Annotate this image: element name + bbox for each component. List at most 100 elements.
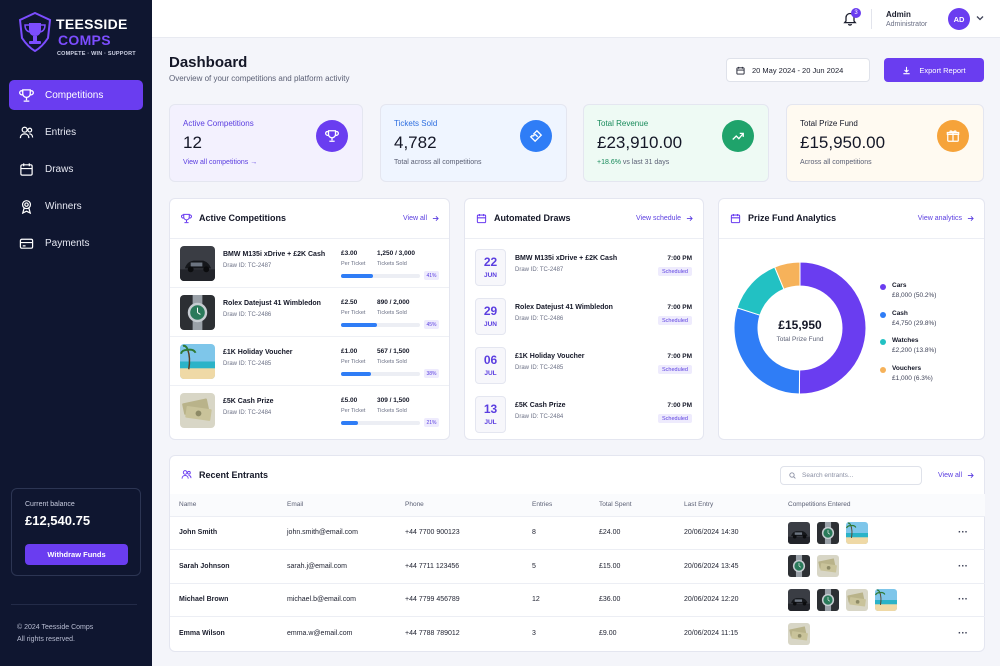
sidebar-item-payments[interactable]: Payments <box>9 228 143 258</box>
cell-entries: 3 <box>532 630 536 637</box>
stat-card-total-revenue: Total Revenue £23,910.00 +18.6% vs last … <box>583 104 769 182</box>
column-header: Phone <box>396 494 523 517</box>
search-entrants-input[interactable]: Search entrants... <box>780 466 922 485</box>
sidebar-item-label: Winners <box>45 200 82 212</box>
cell-last: 20/06/2024 14:30 <box>675 516 779 550</box>
calendar-icon <box>736 66 745 75</box>
brand-logo[interactable]: TEESSIDE COMPS COMPETE · WIN · SUPPORT <box>18 12 143 62</box>
cell-competitions <box>779 617 949 651</box>
draw-id: Draw ID: TC-2484 <box>515 414 564 420</box>
cell-email: sarah.j@email.com <box>278 549 396 584</box>
legend-swatch <box>880 311 886 318</box>
more-options-icon[interactable]: ··· <box>958 628 968 639</box>
view-analytics-link[interactable]: View analytics <box>918 215 974 222</box>
view-schedule-label: View schedule <box>635 215 681 222</box>
export-report-button[interactable]: Export Report <box>884 58 984 82</box>
cell-spent: £9.00 <box>599 630 617 637</box>
arrow-right-icon <box>967 216 974 221</box>
avatar[interactable]: AD <box>948 8 970 30</box>
entrants-table: Name Email Phone Entries Total Spent Las… <box>170 494 985 650</box>
view-all-competitions-link[interactable]: View all competitions → <box>183 159 349 166</box>
ticket-price-label: Per Ticket <box>341 261 366 267</box>
draw-id: Draw ID: TC-2486 <box>223 312 272 318</box>
withdraw-funds-button[interactable]: Withdraw Funds <box>25 544 128 565</box>
competition-row[interactable]: Rolex Datejust 41 Wimbledon Draw ID: TC-2… <box>170 288 449 337</box>
legend-value: £8,000 (50.2%) <box>892 292 937 299</box>
sidebar-item-competitions[interactable]: Competitions <box>9 80 143 110</box>
sidebar-item-draws[interactable]: Draws <box>9 154 143 184</box>
user-role: Administrator <box>886 21 928 28</box>
trend-icon <box>732 132 744 140</box>
notification-badge: 3 <box>851 8 861 18</box>
more-options-icon[interactable]: ··· <box>949 549 985 584</box>
more-options-icon[interactable]: ··· <box>949 583 985 617</box>
progress-percent: 45% <box>424 320 439 329</box>
chevron-down-icon[interactable] <box>976 15 984 21</box>
ticket-price-label: Per Ticket <box>341 310 366 316</box>
cell-spent: £15.00 <box>590 549 675 584</box>
copyright: © 2024 Teesside Comps All rights reserve… <box>17 622 93 646</box>
arrow-right-icon <box>432 216 439 221</box>
sidebar-item-winners[interactable]: Winners <box>9 191 143 221</box>
progress-percent: 41% <box>424 271 439 280</box>
competition-thumbnail <box>875 588 897 611</box>
draw-date: 13 JUL <box>475 396 506 433</box>
table-row[interactable]: Sarah Johnson sarah.j@email.com +44 7711 1… <box>170 549 985 584</box>
view-all-label: View all <box>938 472 962 479</box>
panel-title: Prize Fund Analytics <box>748 213 837 223</box>
draw-row[interactable]: 29 JUN Rolex Datejust 41 Wimbledon Draw ID:… <box>465 288 702 337</box>
users-icon <box>19 126 34 138</box>
cell-spent: £24.00 <box>590 516 675 550</box>
status-badge: Scheduled <box>658 267 692 276</box>
competition-row[interactable]: £1K Holiday Voucher Draw ID: TC-2485 £1.00… <box>170 337 449 386</box>
date-range-picker[interactable]: 20 May 2024 - 20 Jun 2024 <box>726 58 870 82</box>
draw-day: 06 <box>483 353 498 367</box>
cell-last: 20/06/2024 12:20 <box>675 583 779 617</box>
competition-thumbnail <box>788 521 810 544</box>
table-row[interactable]: Emma Wilson emma.w@email.com +44 7788 7890… <box>170 617 985 651</box>
tickets-sold-label: Tickets Sold <box>377 310 407 316</box>
view-all-label: View all <box>403 215 427 222</box>
panel-header: Prize Fund Analytics View analytics <box>719 199 984 239</box>
view-all-entrants-link[interactable]: View all <box>938 472 974 479</box>
draw-id: Draw ID: TC-2484 <box>223 410 272 416</box>
view-all-link[interactable]: View all <box>403 215 439 222</box>
legend-value: £2,200 (13.8%) <box>892 347 937 354</box>
arrow-right-icon: → <box>250 159 258 166</box>
progress-bar <box>341 372 420 376</box>
cell-competitions <box>779 583 949 617</box>
donut-slice-watches <box>736 266 785 316</box>
active-competitions-panel: Active Competitions View all BMW M135i x… <box>169 198 450 440</box>
competition-thumbnail <box>846 521 868 544</box>
draw-row[interactable]: 22 JUN BMW M135i xDrive + £2K Cash Draw ID:… <box>465 239 702 288</box>
legend-label: Cars <box>892 282 907 289</box>
donut-slice-cars <box>798 261 867 395</box>
donut-slice-vouchers <box>774 261 801 290</box>
column-header: Name <box>170 494 278 517</box>
award-icon <box>21 199 32 214</box>
draw-time: 7:00 PM <box>667 304 692 311</box>
draw-row[interactable]: 06 JUL £1K Holiday Voucher Draw ID: TC-2485… <box>465 337 702 386</box>
search-placeholder: Search entrants... <box>802 472 854 479</box>
more-options-icon[interactable]: ··· <box>949 516 985 550</box>
sidebar-item-label: Draws <box>45 163 74 175</box>
draw-row[interactable]: 13 JUL £5K Cash Prize Draw ID: TC-2484 7:00 … <box>465 386 702 435</box>
cell-entries: 8 <box>523 516 590 550</box>
balance-card: Current balance £12,540.75 Withdraw Fund… <box>11 488 141 576</box>
brand-name-line1: TEESSIDE <box>56 16 128 32</box>
cell-name: Emma Wilson <box>179 630 225 637</box>
donut-center-label: Total Prize Fund <box>776 336 824 343</box>
progress-percent: 38% <box>424 369 439 378</box>
competition-row[interactable]: BMW M135i xDrive + £2K Cash Draw ID: TC-2… <box>170 239 449 288</box>
stat-label: Active Competitions <box>183 119 254 128</box>
sidebar-item-entries[interactable]: Entries <box>9 117 143 147</box>
column-header: Total Spent <box>590 494 675 517</box>
table-row[interactable]: Michael Brown michael.b@email.com +44 7799… <box>170 583 985 617</box>
competition-name: £1K Holiday Voucher <box>223 349 293 356</box>
user-name[interactable]: Admin <box>886 10 911 19</box>
ticket-price-label: Per Ticket <box>341 408 366 414</box>
progress-fill <box>341 421 358 425</box>
table-row[interactable]: John Smith john.smith@email.com +44 7700 9… <box>170 516 985 550</box>
competition-row[interactable]: £5K Cash Prize Draw ID: TC-2484 £5.00 Per T… <box>170 386 449 435</box>
view-schedule-link[interactable]: View schedule <box>636 215 693 222</box>
